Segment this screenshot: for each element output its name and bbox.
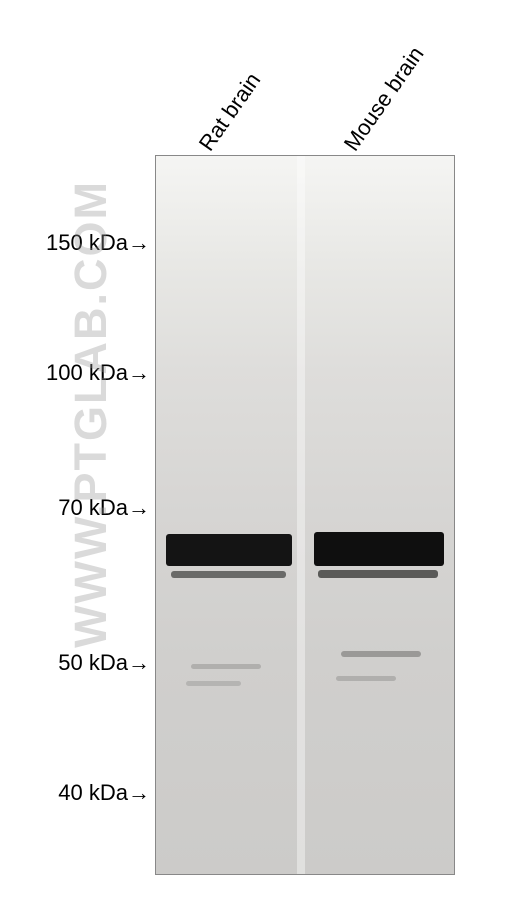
band-lane2-major [314,532,444,566]
blot-membrane [155,155,455,875]
band-lane1-major [166,534,292,566]
watermark-text: WWW.PTGLAB.COM [65,180,117,648]
marker-40: 40 kDa→ [58,780,150,806]
band-lane1-faint2 [186,681,241,686]
band-lane1-minor [171,571,286,578]
lane-divider [297,156,305,874]
marker-50: 50 kDa→ [58,650,150,676]
band-lane2-faint2 [336,676,396,681]
blot-container: Rat brain Mouse brain 150 kDa→ 100 kDa→ … [0,0,520,920]
lane-label-1: Rat brain [194,68,267,156]
lane-label-2: Mouse brain [339,42,430,156]
band-lane1-faint1 [191,664,261,669]
band-lane2-minor [318,570,438,578]
band-lane2-faint1 [341,651,421,657]
